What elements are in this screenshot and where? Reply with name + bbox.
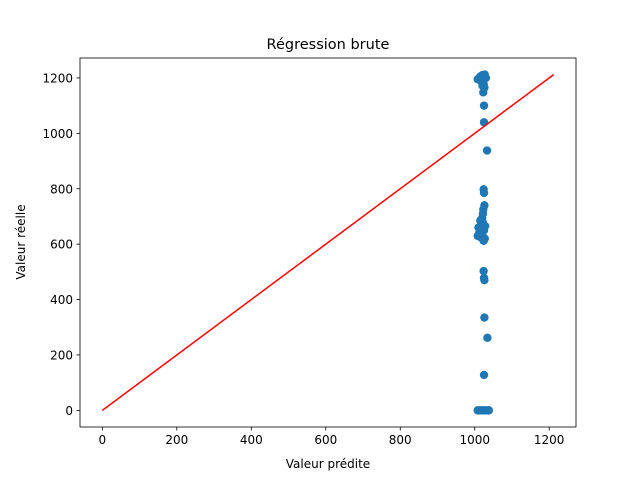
data-point	[479, 236, 488, 246]
data-point	[482, 146, 492, 155]
data-point	[479, 101, 489, 110]
data-point	[484, 406, 494, 415]
y-axis: 0 200 400 600 800 1000 1200	[42, 71, 80, 418]
data-point	[479, 88, 488, 97]
x-tick-label: 1200	[534, 433, 565, 447]
y-tick-label: 600	[50, 238, 73, 252]
x-tick-label: 1000	[459, 433, 490, 447]
y-tick-label: 1000	[42, 127, 73, 141]
data-point	[479, 118, 489, 127]
y-tick-label: 0	[65, 404, 73, 418]
y-tick-label: 400	[50, 293, 73, 307]
axes-frame	[79, 57, 577, 428]
y-axis-label: Valeur réelle	[14, 204, 28, 279]
y-tick-label: 200	[50, 348, 73, 362]
x-axis: 0 200 400 600 800 1000 1200	[99, 427, 565, 447]
regression-line	[101, 74, 555, 411]
x-tick-label: 400	[240, 433, 263, 447]
data-point	[479, 188, 489, 198]
data-point	[483, 333, 492, 342]
x-axis-label: Valeur prédite	[286, 457, 370, 471]
data-point	[480, 313, 489, 322]
x-tick-label: 0	[99, 433, 107, 447]
y-tick-label: 800	[50, 182, 73, 196]
plot-area	[101, 70, 555, 415]
chart-title: Régression brute	[267, 37, 390, 53]
data-point	[479, 266, 488, 276]
x-tick-label: 200	[165, 433, 188, 447]
x-tick-label: 600	[314, 433, 337, 447]
data-point	[479, 370, 489, 380]
y-tick-label: 1200	[42, 71, 73, 85]
data-point	[480, 275, 489, 285]
x-tick-label: 800	[389, 433, 412, 447]
